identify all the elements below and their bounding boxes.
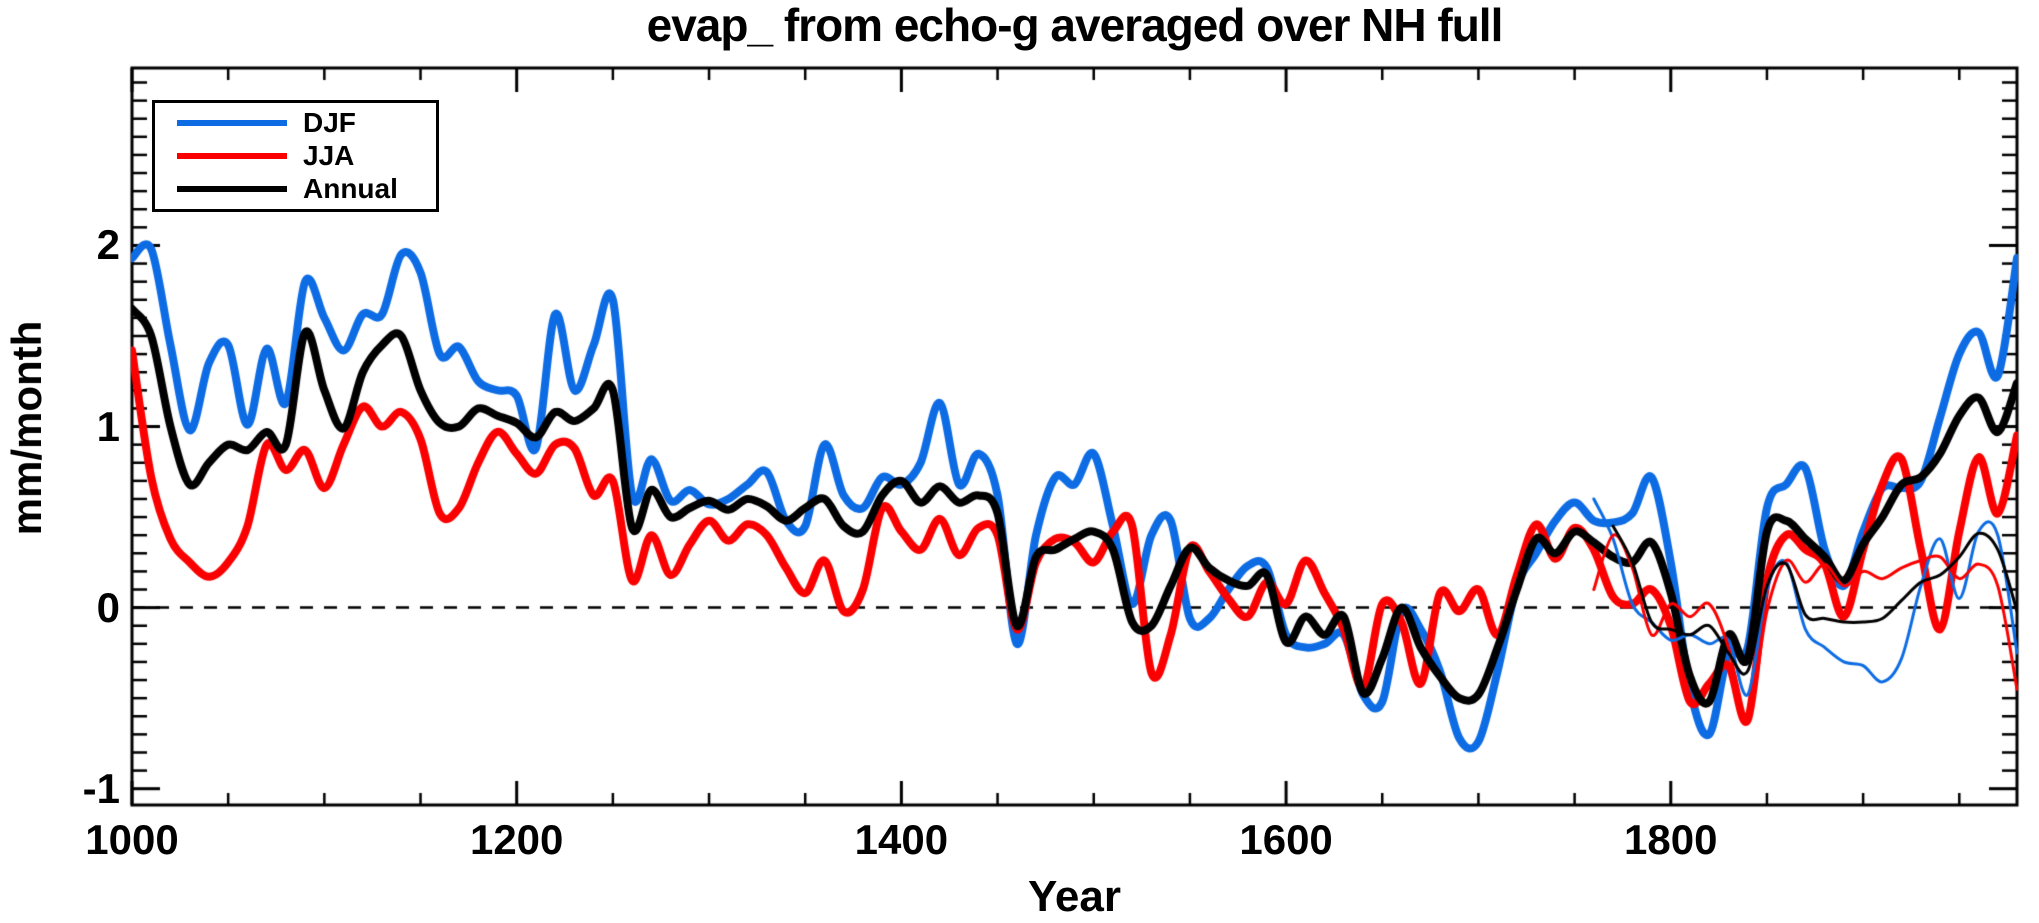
x-tick-label: 1600	[1239, 816, 1333, 863]
x-tick-label: 1400	[854, 816, 949, 863]
y-tick-label: -1	[82, 764, 120, 812]
djf-line-swatch	[177, 120, 287, 126]
legend-label-annual: Annual	[303, 173, 398, 204]
legend-item-djf: DJF	[155, 108, 436, 138]
x-axis-title: Year	[1028, 872, 1121, 921]
legend-label-jja: JJA	[303, 140, 355, 171]
annual-line-swatch	[177, 186, 287, 192]
x-tick-label: 1200	[469, 816, 564, 863]
legend-label-djf: DJF	[303, 107, 356, 138]
chart-title: evap_ from echo-g averaged over NH full	[646, 0, 1504, 51]
y-tick-label: 2	[96, 221, 120, 269]
y-tick-label: 1	[96, 402, 120, 450]
x-tick-label: 1800	[1624, 816, 1718, 863]
y-tick-label: 0	[96, 583, 120, 631]
jja-line-swatch	[177, 153, 287, 159]
legend-item-annual: Annual	[155, 174, 436, 204]
x-tick-label: 1000	[85, 816, 179, 863]
legend-box: DJF JJA Annual	[152, 100, 439, 212]
legend-item-jja: JJA	[155, 141, 436, 171]
